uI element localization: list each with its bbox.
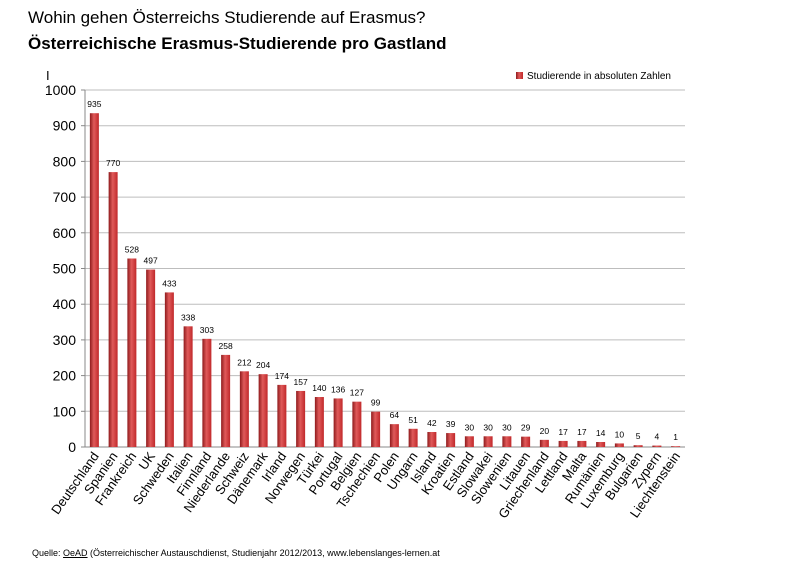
data-label: 212: [237, 357, 251, 367]
chart-subtitle: Österreichische Erasmus-Studierende pro …: [28, 34, 447, 53]
bar: [558, 440, 568, 447]
data-label: 39: [446, 419, 456, 429]
data-label: 30: [502, 422, 512, 432]
data-label: 935: [87, 99, 101, 109]
data-label: 5: [636, 431, 641, 441]
y-tick-label: 0: [68, 439, 76, 455]
bar: [258, 374, 268, 447]
bar: [671, 446, 681, 447]
bar: [408, 428, 418, 447]
bar: [108, 172, 118, 448]
bar: [221, 354, 231, 447]
bar: [502, 436, 512, 447]
bar: [577, 440, 587, 447]
data-label: 136: [331, 384, 345, 394]
data-label: 64: [390, 410, 400, 420]
bar: [427, 432, 437, 447]
source-note: Quelle: OeAD (Österreichischer Austausch…: [32, 548, 440, 558]
source-link[interactable]: OeAD: [63, 548, 88, 558]
bar: [296, 390, 306, 447]
legend-label: Studierende in absoluten Zahlen: [527, 71, 671, 82]
data-label: 497: [144, 256, 158, 266]
bar: [389, 424, 399, 447]
data-label: 258: [219, 341, 233, 351]
y-tick-label: 700: [53, 189, 77, 205]
bar: [539, 439, 549, 447]
bar: [483, 436, 493, 447]
y-tick-label: 600: [53, 225, 77, 241]
y-tick-label: 100: [53, 403, 77, 419]
chart-title: Wohin gehen Österreichs Studierende auf …: [28, 8, 426, 27]
bar: [614, 443, 624, 447]
bar: [277, 384, 287, 447]
bar: [89, 113, 99, 447]
data-label: 303: [200, 325, 214, 335]
data-label: 770: [106, 158, 120, 168]
y-tick-label: 800: [53, 153, 77, 169]
data-label: 140: [312, 383, 326, 393]
bar: [164, 292, 174, 447]
data-label: 17: [577, 427, 587, 437]
legend: Studierende in absoluten Zahlen: [516, 71, 671, 82]
bar: [464, 436, 474, 447]
data-label: 20: [540, 426, 550, 436]
y-tick-label: 500: [53, 261, 77, 277]
data-label: 30: [483, 422, 493, 432]
bar: [652, 445, 662, 447]
data-label: 204: [256, 360, 270, 370]
bar: [633, 445, 643, 447]
data-label: 338: [181, 312, 195, 322]
data-label: 14: [596, 428, 606, 438]
source-prefix: Quelle:: [32, 548, 64, 558]
bar: [352, 401, 362, 447]
bar: [202, 338, 212, 447]
source-details: (Österreichischer Austauschdienst, Studi…: [87, 548, 440, 558]
bar: [521, 436, 531, 447]
bar: [146, 269, 156, 447]
bar: [314, 397, 324, 447]
y-tick-label: 900: [53, 118, 77, 134]
data-label: 1: [673, 432, 678, 442]
data-label: 433: [162, 278, 176, 288]
data-label: 4: [655, 432, 660, 442]
y-tick-label: 200: [53, 368, 77, 384]
data-label: 42: [427, 418, 437, 428]
data-label: 30: [465, 422, 475, 432]
data-label: 127: [350, 388, 364, 398]
bar: [371, 411, 381, 447]
legend-swatch: [516, 72, 523, 79]
header-marker: I: [46, 68, 50, 83]
bar: [239, 371, 249, 447]
data-label: 528: [125, 245, 139, 255]
y-tick-label: 400: [53, 296, 77, 312]
data-label: 29: [521, 423, 531, 433]
bar: [183, 326, 193, 447]
y-tick-label: 300: [53, 332, 77, 348]
data-label: 17: [558, 427, 568, 437]
data-label: 10: [615, 429, 625, 439]
data-label: 51: [408, 415, 418, 425]
bar: [446, 433, 456, 447]
bar: [596, 442, 606, 447]
y-tick-label: 1000: [45, 82, 76, 98]
data-label: 99: [371, 398, 381, 408]
data-label: 157: [294, 377, 308, 387]
data-label: 174: [275, 371, 289, 381]
bar: [333, 398, 343, 447]
bar: [127, 258, 137, 447]
